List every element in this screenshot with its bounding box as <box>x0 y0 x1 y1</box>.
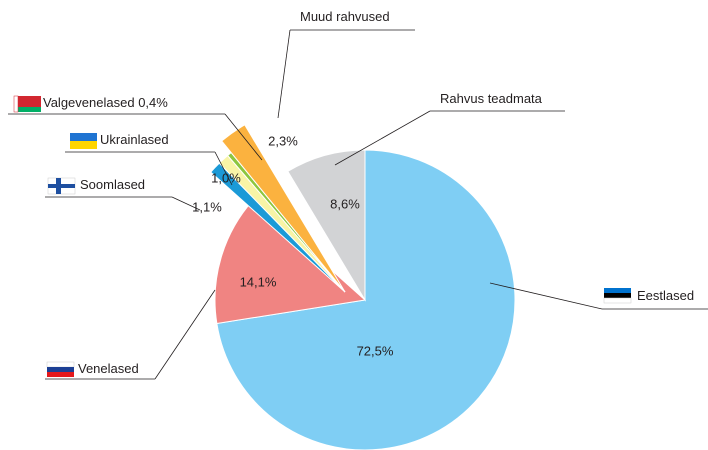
leader-line <box>171 196 201 211</box>
category-name: Ukrainlased <box>100 132 169 147</box>
value-label: 2,3% <box>268 133 298 148</box>
pie-slice <box>220 124 346 293</box>
leader-line <box>334 110 431 166</box>
value-label: 72,5% <box>357 343 394 358</box>
pie-slice <box>214 199 367 325</box>
leader-line <box>224 113 263 161</box>
category-name: Soomlased <box>80 177 145 192</box>
category-name: Valgevenelased <box>43 95 135 110</box>
category-name: Venelased <box>78 361 139 376</box>
value-label: 1,0% <box>211 170 241 185</box>
flags <box>13 95 632 377</box>
category-label: Valgevenelased 0,4% <box>43 95 168 110</box>
pie <box>210 124 516 450</box>
category-name: Muud rahvused <box>300 9 390 24</box>
value-label: 14,1% <box>240 274 277 289</box>
category-label: Ukrainlased <box>100 132 169 147</box>
leader-line <box>277 29 291 119</box>
category-label: Eestlased <box>637 288 694 303</box>
category-name: Rahvus teadmata <box>440 91 543 106</box>
pie-slice <box>287 149 366 302</box>
leader-line <box>489 282 603 310</box>
value-label: 0,4% <box>138 95 168 110</box>
category-label: Venelased <box>78 361 139 376</box>
leader-line <box>214 151 233 186</box>
pie-slice <box>216 149 516 450</box>
category-name: Eestlased <box>637 288 694 303</box>
leader-line <box>154 289 216 380</box>
category-label: Soomlased <box>80 177 145 192</box>
value-label: 1,1% <box>192 199 222 214</box>
value-label: 8,6% <box>330 196 360 211</box>
category-label: Muud rahvused <box>300 9 390 24</box>
category-label: Rahvus teadmata <box>440 91 543 106</box>
